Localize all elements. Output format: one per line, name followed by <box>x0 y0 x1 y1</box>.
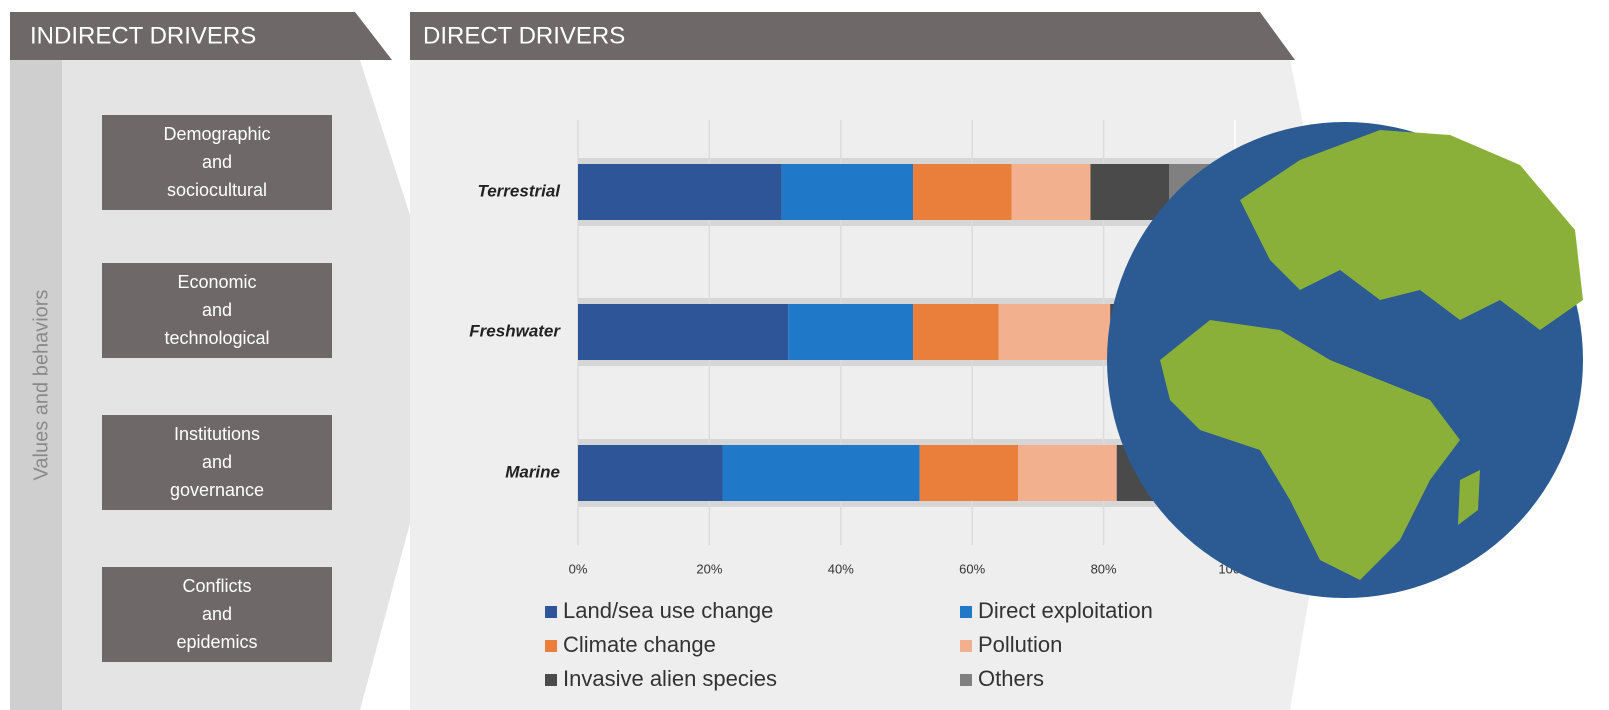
bar-segment <box>781 164 914 220</box>
driver-box <box>102 415 332 510</box>
legend-swatch <box>545 674 557 686</box>
bar-segment <box>578 304 789 360</box>
continent <box>1160 320 1460 580</box>
legend-label: Climate change <box>563 632 716 657</box>
bar-segment <box>1011 164 1091 220</box>
bar-segment <box>919 445 1019 501</box>
driver-label: governance <box>170 480 264 500</box>
bar-segment <box>788 304 914 360</box>
indirect-panel <box>10 60 455 710</box>
legend-swatch <box>960 674 972 686</box>
driver-label: sociocultural <box>167 180 267 200</box>
indirect-title: INDIRECT DRIVERS <box>30 22 256 49</box>
driver-box <box>102 115 332 210</box>
globe <box>1107 122 1583 598</box>
bar-segment <box>578 445 723 501</box>
bar-segment <box>1018 445 1117 501</box>
x-tick-label: 80% <box>1091 561 1117 576</box>
category-label: Marine <box>505 462 560 481</box>
x-tick-label: 40% <box>828 561 854 576</box>
bar-segment <box>1090 164 1170 220</box>
chart-title: DIRECT DRIVERS <box>423 22 625 49</box>
driver-label: Demographic <box>163 124 270 144</box>
driver-label: and <box>202 152 232 172</box>
indirect-header <box>10 12 392 60</box>
bar-segment <box>913 304 999 360</box>
bar-segment <box>722 445 920 501</box>
legend-swatch <box>960 606 972 618</box>
bar-segment <box>998 304 1111 360</box>
side-bar <box>10 60 62 710</box>
legend-label: Pollution <box>978 632 1062 657</box>
driver-box <box>102 263 332 358</box>
island <box>1458 470 1480 525</box>
legend-label: Land/sea use change <box>563 598 773 623</box>
driver-box <box>102 567 332 662</box>
category-label: Terrestrial <box>477 181 561 200</box>
direct-header <box>410 12 1295 60</box>
x-tick-label: 20% <box>696 561 722 576</box>
category-label: Freshwater <box>469 321 561 340</box>
driver-label: Economic <box>177 272 256 292</box>
legend-swatch <box>545 640 557 652</box>
legend-label: Direct exploitation <box>978 598 1153 623</box>
driver-label: Conflicts <box>182 576 251 596</box>
driver-label: epidemics <box>176 632 257 652</box>
x-tick-label: 0% <box>569 561 588 576</box>
legend-swatch <box>960 640 972 652</box>
legend-swatch <box>545 606 557 618</box>
side-label: Values and behaviors <box>30 290 52 481</box>
driver-label: Institutions <box>174 424 260 444</box>
legend-label: Others <box>978 666 1044 691</box>
driver-label: technological <box>164 328 269 348</box>
bar-segment <box>913 164 1012 220</box>
bar-segment <box>578 164 782 220</box>
continent <box>1240 130 1583 330</box>
driver-label: and <box>202 452 232 472</box>
driver-label: and <box>202 604 232 624</box>
legend-label: Invasive alien species <box>563 666 777 691</box>
driver-label: and <box>202 300 232 320</box>
x-tick-label: 60% <box>959 561 985 576</box>
